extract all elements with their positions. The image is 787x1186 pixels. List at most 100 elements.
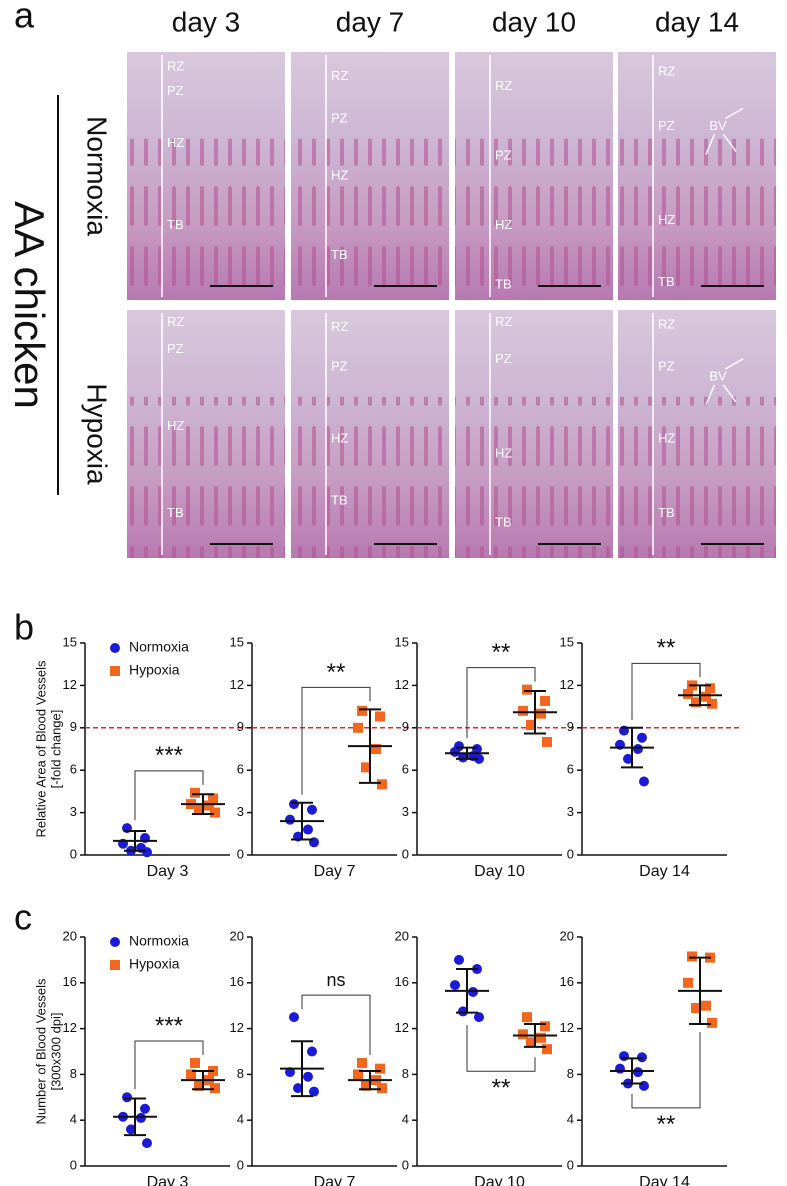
x-axis-label: Day 7 (314, 1174, 356, 1186)
y-tick-label: 15 (230, 634, 244, 649)
y-tick-label: 8 (402, 1066, 409, 1081)
data-point (468, 986, 478, 997)
zone-label: RZ (495, 314, 512, 329)
y-tick-label: 15 (395, 634, 409, 649)
data-point (542, 736, 552, 747)
zone-label: RZ (331, 68, 348, 83)
data-point (691, 1002, 701, 1013)
y-tick-label: 4 (237, 1112, 244, 1127)
zone-label: PZ (167, 83, 184, 98)
histology-texture (291, 396, 449, 558)
y-tick-label: 4 (567, 1112, 574, 1127)
y-axis-label: Number of Blood Vessels (33, 978, 48, 1124)
data-point (637, 1052, 647, 1063)
y-tick-label: 4 (70, 1112, 77, 1127)
y-tick-label: 15 (63, 634, 77, 649)
data-point (122, 1092, 132, 1103)
data-point (377, 1083, 387, 1094)
y-tick-label: 6 (237, 762, 244, 777)
data-point (705, 683, 715, 694)
y-tick-label: 20 (63, 928, 77, 943)
annotation-arrow (722, 133, 737, 152)
y-tick-label: 9 (70, 719, 77, 734)
zone-label: RZ (658, 316, 675, 331)
y-tick-label: 9 (567, 719, 574, 734)
data-point (542, 1044, 552, 1055)
significance-bracket (631, 662, 701, 720)
significance-bracket (301, 686, 371, 795)
data-point (522, 684, 532, 695)
legend-marker (110, 937, 120, 947)
annotation-arrow (722, 384, 737, 403)
y-tick-label: 8 (237, 1066, 244, 1081)
y-tick-label: 3 (567, 804, 574, 819)
zone-label: HZ (167, 135, 184, 150)
data-point (307, 1046, 317, 1057)
data-point (289, 799, 299, 810)
zone-label: RZ (495, 78, 512, 93)
zone-label: HZ (167, 418, 184, 433)
y-tick-label: 9 (402, 719, 409, 734)
data-point (190, 1057, 200, 1068)
data-point (194, 804, 204, 815)
data-point (619, 1051, 629, 1062)
data-point (186, 1069, 196, 1080)
significance-bracket (466, 1025, 536, 1072)
significance-bracket (301, 994, 371, 1055)
zone-label: TB (658, 274, 675, 289)
zone-label: TB (167, 505, 184, 520)
y-tick-label: 20 (395, 928, 409, 943)
data-point (639, 776, 649, 787)
panel-label: a (14, 0, 35, 36)
data-point (474, 1012, 484, 1023)
histology-texture (618, 396, 776, 558)
x-axis-label: Day 14 (639, 1174, 690, 1186)
data-point (540, 695, 550, 706)
zone-label: TB (167, 217, 184, 232)
y-tick-label: 12 (230, 677, 244, 692)
zone-label: PZ (495, 351, 512, 366)
row-label: Normoxia (82, 116, 113, 236)
data-point (691, 697, 701, 708)
column-header: day 7 (336, 6, 405, 37)
y-tick-label: 0 (237, 1157, 244, 1172)
zone-label: TB (658, 505, 675, 520)
data-point (208, 793, 218, 804)
y-tick-label: 8 (70, 1066, 77, 1081)
zone-label: TB (331, 247, 348, 262)
data-point (701, 691, 711, 702)
significance-label: ** (327, 659, 346, 686)
data-point (126, 1124, 136, 1135)
data-point (639, 1080, 649, 1091)
x-axis-label: Day 10 (474, 1174, 525, 1186)
zone-label: PZ (495, 148, 512, 163)
zone-label: TB (495, 277, 512, 292)
row-label: Hypoxia (82, 383, 113, 485)
x-axis-label: Day 14 (639, 863, 690, 880)
zone-label: PZ (658, 358, 675, 373)
data-point (450, 746, 460, 757)
significance-label: ** (657, 1111, 676, 1138)
data-point (361, 762, 371, 773)
zone-label: HZ (658, 430, 675, 445)
data-point (687, 951, 697, 962)
data-point (450, 980, 460, 991)
histology-texture (618, 138, 776, 300)
data-point (518, 1029, 528, 1040)
legend-label: Hypoxia (129, 662, 180, 678)
significance-bracket (631, 1032, 701, 1109)
data-point (353, 722, 363, 733)
y-tick-label: 0 (70, 1157, 77, 1172)
y-tick-label: 0 (402, 846, 409, 861)
zone-label: RZ (167, 58, 184, 73)
y-tick-label: 3 (70, 804, 77, 819)
data-point (210, 1083, 220, 1094)
y-tick-label: 8 (567, 1066, 574, 1081)
data-point (540, 1021, 550, 1032)
data-point (375, 711, 385, 722)
data-point (303, 824, 313, 835)
y-tick-label: 3 (237, 804, 244, 819)
data-point (518, 705, 528, 716)
significance-label: ns (326, 970, 345, 990)
data-point (458, 752, 468, 763)
